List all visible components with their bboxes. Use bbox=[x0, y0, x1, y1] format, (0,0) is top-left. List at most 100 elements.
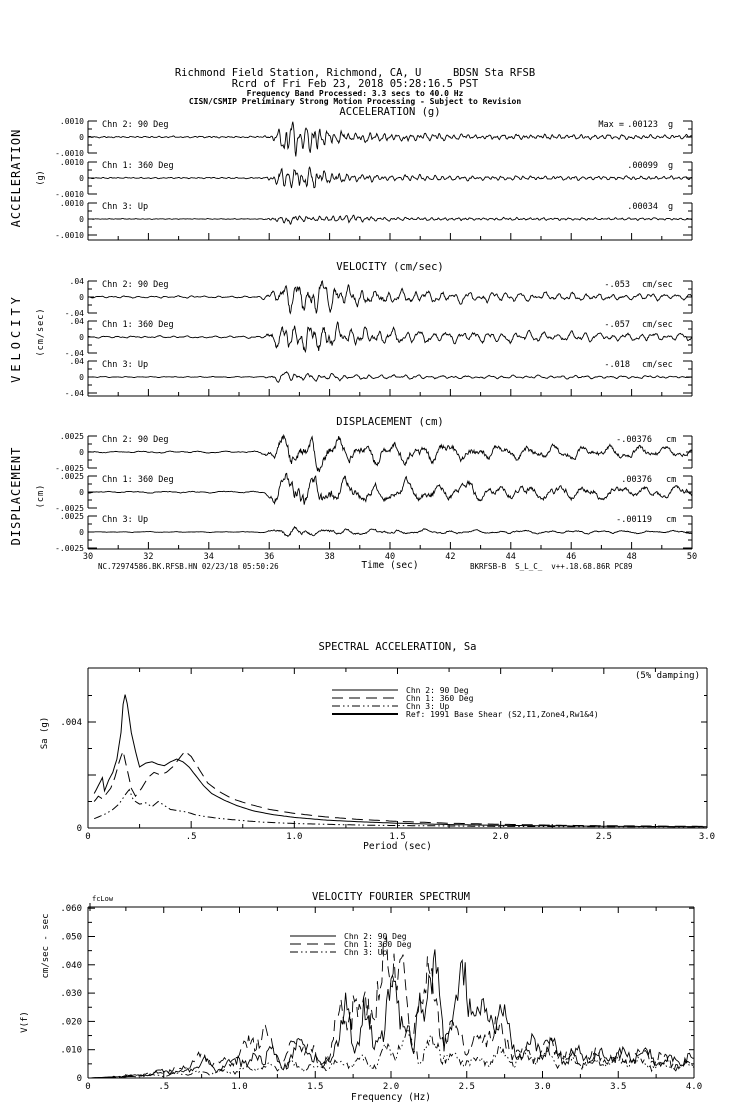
max-value: .00099 bbox=[627, 161, 658, 171]
vf-x-tick-label: 0 bbox=[85, 1082, 90, 1092]
max-value: -.00119 bbox=[616, 515, 652, 525]
record-id-footer: NC.72974586.BK.RFSB.HN 02/23/18 05:50:26 bbox=[98, 562, 279, 571]
scale-bottom-label: -.04 bbox=[65, 389, 84, 398]
velocity-section-title: VELOCITY (cm/sec) bbox=[336, 261, 444, 273]
scale-zero-label: 0 bbox=[79, 528, 84, 537]
legend-entry-label: Chn 1: 360 Deg bbox=[344, 940, 412, 949]
legend-entry-label: Chn 2: 90 Deg bbox=[344, 932, 407, 941]
sa-x-tick-label: 1.5 bbox=[389, 832, 405, 842]
scale-top-label: .0010 bbox=[60, 199, 84, 208]
sa-x-tick-label: .5 bbox=[186, 832, 197, 842]
scale-bottom-label: -.04 bbox=[65, 349, 84, 358]
sa-x-tick-label: 0 bbox=[85, 832, 90, 842]
legend-entry-label: Ref: 1991 Base Shear (S2,I1,Zone4,Rw1&4) bbox=[406, 710, 599, 719]
max-unit: g bbox=[668, 202, 673, 212]
vf-curve-3 bbox=[88, 1027, 694, 1078]
max-unit: g bbox=[668, 120, 673, 130]
damping-annotation: (5% damping) bbox=[634, 671, 700, 681]
channel-label: Chn 3: Up bbox=[102, 515, 148, 525]
time-tick-label: 42 bbox=[445, 552, 455, 562]
fclow-marker-label: fcLow bbox=[92, 895, 114, 903]
sa-x-tick-label: 3.0 bbox=[699, 832, 715, 842]
max-unit: cm/sec bbox=[642, 280, 673, 290]
processing-version-footer: BKRFSB-B S_L_C_ v++.18.68.86R PC89 bbox=[470, 562, 633, 571]
waveform-velocity-3 bbox=[88, 370, 693, 383]
acceleration-section-title: ACCELERATION (g) bbox=[339, 106, 441, 118]
sa-y-tick-label: .004 bbox=[60, 718, 82, 728]
time-tick-label: 40 bbox=[385, 552, 395, 562]
scale-bottom-label: -.0010 bbox=[55, 231, 84, 240]
scale-top-label: .0010 bbox=[60, 117, 84, 126]
max-unit: cm bbox=[666, 515, 676, 525]
scale-zero-label: 0 bbox=[79, 133, 84, 142]
legend-entry-label: Chn 1: 360 Deg bbox=[406, 694, 474, 703]
waveform-acceleration-1 bbox=[87, 121, 693, 157]
scale-top-label: .04 bbox=[70, 357, 85, 366]
max-value: .00376 bbox=[621, 475, 652, 485]
scale-bottom-label: -.0025 bbox=[55, 544, 84, 553]
max-unit: cm bbox=[666, 475, 676, 485]
max-unit: g bbox=[668, 161, 673, 171]
vf-x-tick-label: 4.0 bbox=[686, 1082, 702, 1092]
vf-y-tick-label: .020 bbox=[60, 1017, 82, 1027]
max-unit: cm bbox=[666, 435, 676, 445]
max-prefix: Max = bbox=[598, 120, 624, 130]
sa-y-tick-label: 0 bbox=[77, 824, 82, 834]
vf-x-tick-label: 1.0 bbox=[231, 1082, 247, 1092]
time-tick-label: 48 bbox=[626, 552, 636, 562]
vf-x-tick-label: 2.0 bbox=[383, 1082, 399, 1092]
sa-curve-2 bbox=[93, 749, 707, 827]
max-unit: cm/sec bbox=[642, 360, 673, 370]
vf-curve-1 bbox=[88, 949, 694, 1078]
time-tick-label: 46 bbox=[566, 552, 576, 562]
processing-note: CISN/CSMIP Preliminary Strong Motion Pro… bbox=[188, 97, 522, 106]
waveform-velocity-1 bbox=[88, 280, 693, 315]
scale-top-label: .04 bbox=[70, 317, 85, 326]
max-value: -.00376 bbox=[616, 435, 652, 445]
vf-y-tick-label: .030 bbox=[60, 989, 82, 999]
vf-x-tick-label: 1.5 bbox=[307, 1082, 323, 1092]
record-datetime: Rcrd of Fri Feb 23, 2018 05:28:16.5 PST bbox=[231, 78, 479, 90]
max-unit: cm/sec bbox=[642, 320, 673, 330]
scale-bottom-label: -.0010 bbox=[55, 190, 84, 199]
scale-top-label: .0010 bbox=[60, 158, 84, 167]
legend-entry-label: Chn 2: 90 Deg bbox=[406, 686, 469, 695]
scale-bottom-label: -.0025 bbox=[55, 504, 84, 513]
time-tick-label: 34 bbox=[204, 552, 214, 562]
time-tick-label: 50 bbox=[687, 552, 697, 562]
frequency-band-note: Frequency Band Processed: 3.3 secs to 40… bbox=[246, 89, 464, 98]
max-value: -.053 bbox=[604, 280, 630, 290]
channel-label: Chn 1: 360 Deg bbox=[102, 475, 174, 485]
sa-chart-title: SPECTRAL ACCELERATION, Sa bbox=[318, 641, 477, 653]
time-tick-label: 36 bbox=[264, 552, 274, 562]
channel-label: Chn 2: 90 Deg bbox=[102, 120, 169, 130]
waveform-displacement-3 bbox=[88, 525, 693, 538]
channel-label: Chn 2: 90 Deg bbox=[102, 280, 169, 290]
sa-curve-1 bbox=[93, 694, 707, 828]
time-tick-label: 38 bbox=[324, 552, 334, 562]
vf-x-tick-label: .5 bbox=[158, 1082, 169, 1092]
station-title: Richmond Field Station, Richmond, CA, U … bbox=[174, 67, 536, 79]
legend-entry-label: Chn 3: Up bbox=[344, 948, 388, 957]
waveform-displacement-1 bbox=[87, 433, 693, 473]
max-value: .00034 bbox=[627, 202, 658, 212]
scale-zero-label: 0 bbox=[79, 215, 84, 224]
scale-top-label: .0025 bbox=[60, 432, 84, 441]
sa-curve-3 bbox=[94, 788, 707, 828]
channel-label: Chn 2: 90 Deg bbox=[102, 435, 169, 445]
scale-zero-label: 0 bbox=[79, 373, 84, 382]
channel-label: Chn 1: 360 Deg bbox=[102, 161, 174, 171]
waveform-displacement-2 bbox=[87, 472, 693, 506]
waveform-acceleration-3 bbox=[87, 214, 693, 225]
channel-label: Chn 1: 360 Deg bbox=[102, 320, 174, 330]
time-tick-label: 32 bbox=[143, 552, 153, 562]
legend-entry-label: Chn 3: Up bbox=[406, 702, 450, 711]
channel-label: Chn 3: Up bbox=[102, 360, 148, 370]
scale-top-label: .0025 bbox=[60, 512, 84, 521]
channel-label: Chn 3: Up bbox=[102, 202, 148, 212]
scale-zero-label: 0 bbox=[79, 293, 84, 302]
vf-y-tick-label: .040 bbox=[60, 961, 82, 971]
vf-x-tick-label: 3.5 bbox=[610, 1082, 626, 1092]
scale-zero-label: 0 bbox=[79, 448, 84, 457]
frequency-axis-label: Frequency (Hz) bbox=[350, 1092, 432, 1103]
